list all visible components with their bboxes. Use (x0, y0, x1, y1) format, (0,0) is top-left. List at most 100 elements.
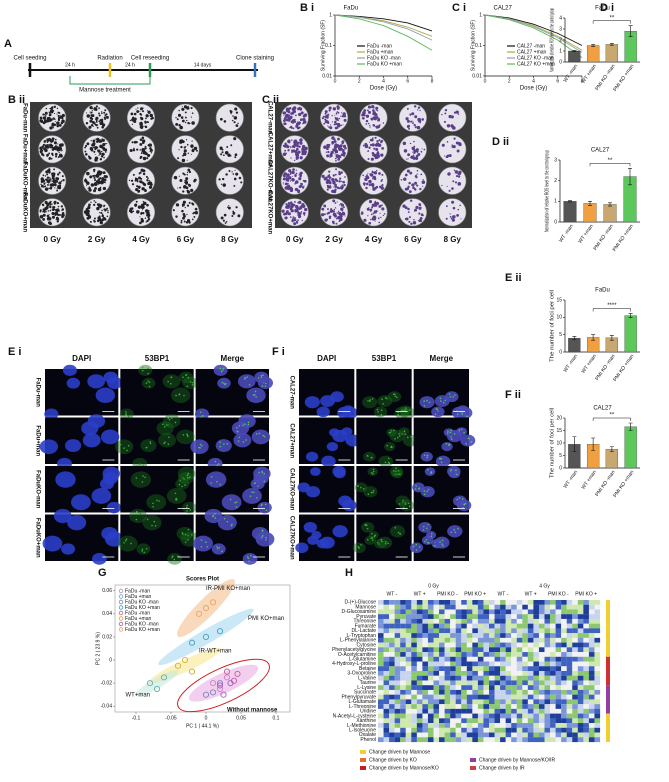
heatmap-cell (538, 614, 545, 620)
nucleus (418, 521, 432, 533)
colony (329, 210, 333, 213)
heatmap-cell (461, 652, 467, 657)
colony (368, 184, 371, 187)
heatmap-cell (389, 737, 395, 743)
legend-swatch (118, 605, 124, 610)
heatmap-cell (444, 633, 451, 638)
focus (229, 498, 232, 501)
error-bar (591, 44, 596, 47)
plate-row-label: CAL27KO+man (266, 190, 272, 234)
colony (448, 114, 452, 119)
heatmap-cell (394, 614, 401, 620)
focus (141, 366, 144, 369)
focus (187, 435, 189, 438)
colony (143, 202, 146, 205)
heatmap-cell (416, 671, 423, 676)
colony (142, 209, 144, 211)
focus (183, 478, 186, 480)
heatmap-cell (550, 689, 556, 695)
heatmap-cell (522, 637, 528, 643)
colony (175, 203, 180, 207)
colony (332, 107, 337, 111)
focus (426, 456, 428, 459)
heatmap-cell (433, 675, 440, 681)
heatmap-cell (505, 652, 512, 657)
colony (84, 146, 87, 149)
colony (381, 207, 385, 211)
metabolite-label: Phenol (360, 737, 376, 743)
nucleus-green (362, 396, 378, 409)
heatmap-cell (461, 661, 467, 667)
colony (323, 204, 327, 208)
heatmap-cell (561, 652, 567, 657)
heatmap-cell (466, 680, 473, 686)
heatmap-cell (489, 718, 495, 724)
focus (251, 491, 253, 493)
nucleus (44, 408, 59, 420)
heatmap-cell (538, 680, 545, 686)
colony (371, 203, 375, 207)
heatmap-cell (577, 671, 584, 676)
colony (86, 114, 90, 118)
focus (263, 480, 266, 483)
legend-label: FaDu KO -man (125, 599, 159, 605)
colony (374, 125, 376, 127)
focus (398, 503, 401, 505)
colony (101, 177, 105, 181)
colony (43, 182, 46, 185)
colony (287, 202, 291, 205)
heatmap-cell (400, 614, 406, 620)
heatmap-cell (472, 689, 478, 695)
heatmap-cell (550, 623, 556, 629)
focus (410, 435, 413, 438)
heatmap-cell (427, 609, 434, 615)
heatmap-cell (577, 737, 584, 743)
heatmap-cell (383, 685, 390, 691)
plate-row-label: CAL27-man (266, 101, 272, 135)
heatmap-cell (444, 652, 451, 657)
heatmap-cell (511, 609, 517, 615)
focus (163, 442, 165, 445)
colony (339, 212, 343, 217)
y-tick-label: 2 (554, 178, 557, 184)
colony (132, 148, 136, 152)
heatmap-cell (472, 652, 478, 657)
heatmap-cell (483, 694, 490, 700)
heatmap-cell (516, 633, 523, 638)
colony (230, 113, 232, 115)
timeline-interval: 14 days (194, 62, 212, 68)
heatmap-cell (427, 604, 434, 610)
colony (87, 205, 91, 210)
colony (372, 137, 374, 139)
colony (329, 181, 331, 183)
colony (284, 182, 287, 185)
heatmap-cell (378, 680, 384, 686)
heatmap-cell (450, 637, 456, 643)
plot-frame (114, 584, 291, 713)
colony (289, 171, 292, 174)
focus (393, 470, 395, 472)
nucleus (303, 521, 317, 533)
heatmap-cell (389, 642, 395, 648)
heatmap-cell (378, 694, 384, 700)
heatmap-cell (500, 656, 506, 662)
legend-swatch (118, 616, 124, 621)
error-bar (609, 335, 614, 341)
heatmap-cell (450, 723, 456, 728)
colony (410, 222, 413, 226)
heatmap-cell (588, 732, 595, 738)
colony (55, 219, 57, 221)
heatmap-cell (566, 623, 573, 629)
colony (39, 214, 44, 219)
colony (458, 142, 462, 147)
heatmap-cell (522, 694, 528, 700)
colony (183, 151, 185, 153)
legend-swatch (118, 599, 124, 605)
colony (444, 108, 448, 112)
colony (230, 144, 233, 147)
colony (373, 187, 376, 190)
heatmap-cell (389, 652, 395, 657)
colony (340, 115, 342, 117)
heatmap-cell (378, 689, 384, 695)
focus (440, 461, 443, 464)
